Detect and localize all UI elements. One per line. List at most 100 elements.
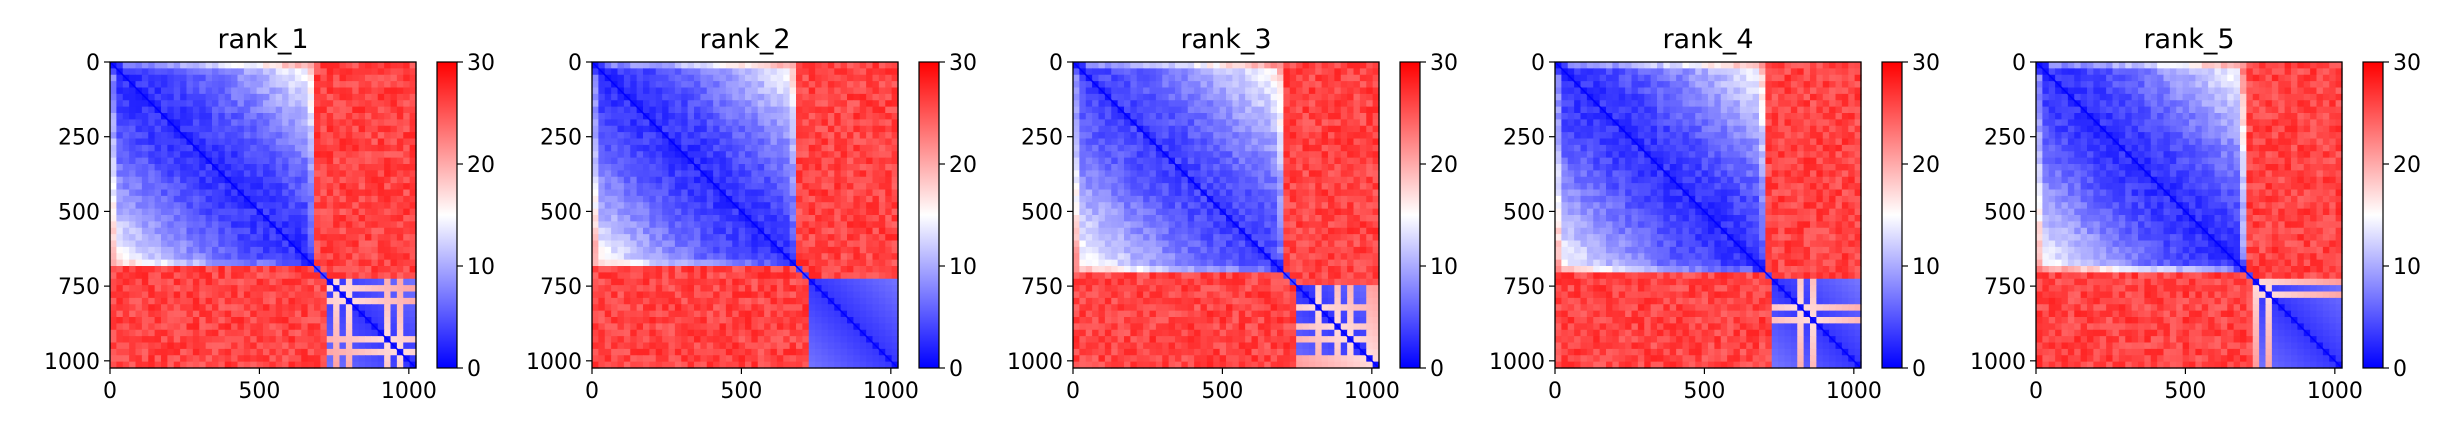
heatmap-cell: [745, 241, 752, 248]
heatmap-cell: [605, 62, 612, 69]
heatmap-cell: [834, 88, 841, 95]
heatmap-cell: [333, 330, 340, 337]
heatmap-cell: [352, 215, 359, 222]
heatmap-cell: [193, 119, 200, 126]
heatmap-cell: [116, 343, 123, 350]
heatmap-cell: [378, 317, 385, 324]
heatmap-cell: [238, 285, 245, 292]
heatmap-cell: [879, 323, 886, 330]
heatmap-cell: [289, 285, 296, 292]
heatmap-cell: [1315, 81, 1322, 88]
heatmap-cell: [700, 151, 707, 158]
heatmap-cell: [276, 113, 283, 120]
heatmap-cell: [1181, 62, 1188, 69]
heatmap-cell: [174, 228, 181, 235]
heatmap-cell: [1328, 75, 1335, 82]
heatmap-cell: [713, 209, 720, 216]
heatmap-cell: [611, 253, 618, 260]
heatmap-cell: [1207, 62, 1214, 69]
heatmap-cell: [681, 298, 688, 305]
heatmap-cell: [751, 317, 758, 324]
heatmap-cell: [758, 68, 765, 75]
heatmap-cell: [384, 330, 391, 337]
heatmap-cell: [110, 215, 117, 222]
heatmap-cell: [238, 164, 245, 171]
heatmap-cell: [263, 209, 270, 216]
heatmap-cell: [598, 304, 605, 311]
heatmap-cell: [193, 228, 200, 235]
heatmap-cell: [289, 228, 296, 235]
heatmap-cell: [637, 139, 644, 146]
heatmap-cell: [879, 75, 886, 82]
heatmap-cell: [739, 241, 746, 248]
heatmap-cell: [352, 355, 359, 362]
heatmap-cell: [726, 94, 733, 101]
heatmap-cell: [218, 253, 225, 260]
heatmap-cell: [694, 132, 701, 139]
heatmap-cell: [269, 183, 276, 190]
heatmap-cell: [598, 126, 605, 133]
heatmap-cell: [611, 311, 618, 318]
heatmap-cell: [771, 202, 778, 209]
heatmap-cell: [694, 266, 701, 273]
heatmap-cell: [605, 330, 612, 337]
heatmap-cell: [1226, 94, 1233, 101]
heatmap-cell: [713, 311, 720, 318]
heatmap-cell: [180, 292, 187, 299]
heatmap-cell: [340, 221, 347, 228]
heatmap-cell: [403, 317, 410, 324]
heatmap-cell: [598, 113, 605, 120]
heatmap-cell: [637, 253, 644, 260]
heatmap-cell: [244, 88, 251, 95]
heatmap-cell: [397, 94, 404, 101]
heatmap-cell: [110, 311, 117, 318]
heatmap-cell: [282, 266, 289, 273]
heatmap-cell: [123, 94, 130, 101]
heatmap-cell: [745, 279, 752, 286]
heatmap-cell: [681, 292, 688, 299]
heatmap-cell: [123, 126, 130, 133]
heatmap-cell: [308, 113, 315, 120]
heatmap-cell: [675, 75, 682, 82]
heatmap-cell: [257, 119, 264, 126]
heatmap-cell: [365, 145, 372, 152]
heatmap-cell: [624, 164, 631, 171]
heatmap-cell: [598, 260, 605, 267]
heatmap-cell: [688, 100, 695, 107]
heatmap-cell: [707, 247, 714, 254]
heatmap-cell: [142, 241, 149, 248]
heatmap-cell: [605, 209, 612, 216]
heatmap-cell: [656, 107, 663, 114]
heatmap-cell: [643, 145, 650, 152]
heatmap-cell: [346, 183, 353, 190]
heatmap-cell: [231, 75, 238, 82]
heatmap-cell: [250, 190, 257, 197]
heatmap-cell: [828, 279, 835, 286]
heatmap-cell: [129, 279, 136, 286]
heatmap-cell: [771, 177, 778, 184]
heatmap-cell: [218, 228, 225, 235]
heatmap-cell: [365, 285, 372, 292]
heatmap-cell: [630, 330, 637, 337]
heatmap-cell: [739, 100, 746, 107]
colorbar: [919, 62, 939, 368]
heatmap-cell: [681, 215, 688, 222]
heatmap-cell: [123, 209, 130, 216]
heatmap-cell: [231, 119, 238, 126]
heatmap-cell: [397, 253, 404, 260]
heatmap-cell: [1245, 100, 1252, 107]
heatmap-cell: [365, 221, 372, 228]
heatmap-cell: [155, 68, 162, 75]
heatmap-cell: [1322, 68, 1329, 75]
heatmap-cell: [764, 241, 771, 248]
heatmap-cell: [110, 81, 117, 88]
heatmap-cell: [1347, 62, 1354, 69]
heatmap-cell: [809, 75, 816, 82]
heatmap-cell: [618, 113, 625, 120]
heatmap-cell: [301, 196, 308, 203]
heatmap-cell: [783, 100, 790, 107]
heatmap-cell: [1258, 75, 1265, 82]
heatmap-cell: [263, 317, 270, 324]
heatmap-cell: [346, 247, 353, 254]
heatmap-cell: [110, 158, 117, 165]
